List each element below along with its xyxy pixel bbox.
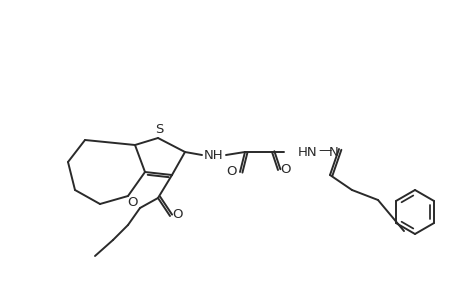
Text: O: O xyxy=(226,164,237,178)
Text: NH: NH xyxy=(204,148,224,161)
Text: O: O xyxy=(173,208,183,221)
Text: N: N xyxy=(328,146,338,158)
Text: HN: HN xyxy=(297,146,317,158)
Text: O: O xyxy=(128,196,138,209)
Text: S: S xyxy=(155,122,163,136)
Text: —: — xyxy=(317,145,330,158)
Text: O: O xyxy=(280,163,291,176)
